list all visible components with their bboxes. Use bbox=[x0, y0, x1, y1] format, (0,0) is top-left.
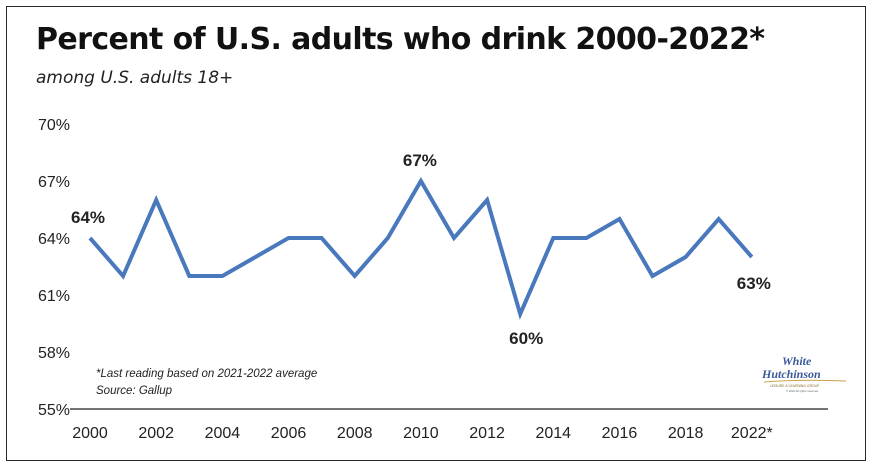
logo-line4: © 2022 All rights reserved bbox=[786, 389, 819, 393]
data-label: 67% bbox=[403, 151, 437, 170]
logo-line2: Hutchinson bbox=[761, 367, 821, 381]
logo-swoosh bbox=[763, 379, 847, 383]
x-tick-label: 2010 bbox=[403, 425, 439, 442]
chart-subtitle: among U.S. adults 18+ bbox=[36, 68, 234, 88]
data-label: 64% bbox=[71, 208, 105, 227]
x-tick-label: 2016 bbox=[602, 425, 638, 442]
logo-line3: LEISURE & LEARNING GROUP bbox=[770, 384, 820, 388]
x-tick-label: 2004 bbox=[205, 425, 241, 442]
x-tick-label: 2022* bbox=[731, 425, 773, 442]
logo-line1: White bbox=[782, 354, 812, 368]
x-tick-label: 2000 bbox=[72, 425, 108, 442]
source-note: Source: Gallup bbox=[96, 385, 173, 397]
y-tick-label: 55% bbox=[38, 402, 70, 419]
chart-title: Percent of U.S. adults who drink 2000-20… bbox=[36, 22, 765, 57]
x-tick-label: 2002 bbox=[138, 425, 174, 442]
y-tick-label: 64% bbox=[38, 231, 70, 248]
data-label: 60% bbox=[509, 329, 543, 348]
x-tick-label: 2008 bbox=[337, 425, 373, 442]
chart-frame bbox=[6, 6, 866, 461]
x-tick-label: 2018 bbox=[668, 425, 704, 442]
x-tick-label: 2006 bbox=[271, 425, 307, 442]
footnote: *Last reading based on 2021-2022 average bbox=[96, 368, 317, 380]
series-line bbox=[88, 177, 754, 320]
white-hutchinson-logo: White Hutchinson LEISURE & LEARNING GROU… bbox=[761, 354, 847, 393]
y-tick-label: 58% bbox=[38, 345, 70, 362]
data-label: 63% bbox=[737, 274, 771, 293]
x-tick-label: 2014 bbox=[535, 425, 571, 442]
x-tick-label: 2012 bbox=[469, 425, 505, 442]
y-tick-label: 61% bbox=[38, 288, 70, 305]
y-tick-label: 67% bbox=[38, 174, 70, 191]
y-tick-label: 70% bbox=[38, 117, 70, 134]
